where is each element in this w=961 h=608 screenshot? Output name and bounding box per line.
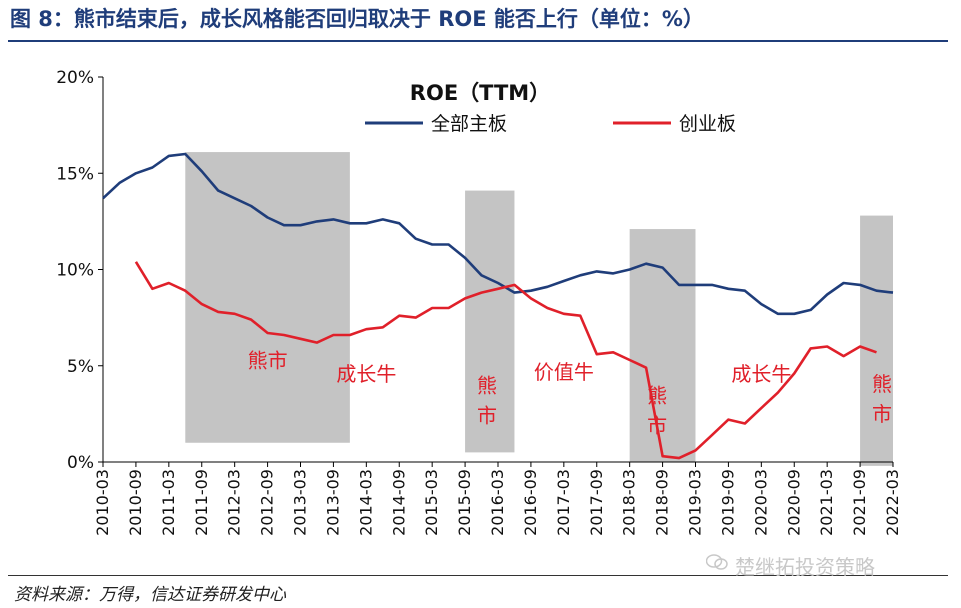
x-tick-label: 2010-09 xyxy=(126,469,145,536)
legend-label-2: 创业板 xyxy=(679,113,736,135)
series-line-1 xyxy=(102,152,894,316)
shaded-period-1 xyxy=(185,152,350,443)
y-tick-label: 15% xyxy=(56,164,94,184)
y-tick-label: 20% xyxy=(56,68,94,88)
period-label: 成长牛 xyxy=(731,362,791,386)
shaded-periods xyxy=(185,152,893,466)
shaded-period-2 xyxy=(465,190,515,453)
wechat-icon xyxy=(706,554,728,570)
figure-title: 图 8：熊市结束后，成长风格能否回归取决于 ROE 能否上行（单位：%） xyxy=(10,7,704,31)
period-label: 市 xyxy=(647,413,667,437)
x-tick-label: 2013-03 xyxy=(291,469,310,536)
x-tick-label: 2020-03 xyxy=(751,469,770,536)
shaded-period-4 xyxy=(860,215,893,466)
x-tick-label: 2019-03 xyxy=(686,469,705,536)
x-tick-label: 2014-09 xyxy=(389,469,408,536)
period-label: 市 xyxy=(872,402,892,426)
period-label: 熊 xyxy=(477,374,497,398)
x-tick-label: 2021-09 xyxy=(850,469,869,536)
axes: 0% 5% 10% 15% 20% 2010-03 2010-09 2011-03 2011-0… xyxy=(56,68,902,536)
x-tick-label: 2015-03 xyxy=(422,469,441,536)
y-tick-label: 5% xyxy=(67,357,94,377)
period-label: 熊 xyxy=(872,372,892,396)
x-tick-label: 2021-03 xyxy=(817,469,836,536)
x-tick-label: 2022-03 xyxy=(883,469,902,536)
x-tick-label: 2018-09 xyxy=(653,469,672,536)
x-tick-label: 2013-09 xyxy=(323,469,342,536)
x-tick-label: 2014-03 xyxy=(356,469,375,536)
period-label: 熊市 xyxy=(248,349,288,373)
title-divider xyxy=(8,40,948,42)
series-line-2 xyxy=(134,261,877,460)
x-tick-label: 2011-03 xyxy=(159,469,178,536)
period-label: 市 xyxy=(477,404,497,428)
x-tick-label: 2012-09 xyxy=(258,469,277,536)
chart-title: ROE（TTM） xyxy=(410,81,550,105)
period-label: 成长牛 xyxy=(336,362,396,386)
x-tick-label: 2020-09 xyxy=(784,469,803,536)
x-tick-label: 2018-03 xyxy=(620,469,639,536)
period-label: 熊 xyxy=(647,383,667,407)
x-tick-label: 2015-09 xyxy=(455,469,474,536)
y-tick-label: 0% xyxy=(67,453,94,473)
source-divider xyxy=(8,575,948,576)
x-tick-label: 2017-03 xyxy=(554,469,573,536)
y-tick-label: 10% xyxy=(56,261,94,281)
x-tick-label: 2016-03 xyxy=(488,469,507,536)
roe-line-chart: 0% 5% 10% 15% 20% 2010-03 2010-09 2011-03 2011-0… xyxy=(56,68,902,536)
watermark: 楚继拓投资策略 xyxy=(735,555,875,579)
period-label: 价值牛 xyxy=(534,360,594,384)
x-tick-label: 2012-03 xyxy=(225,469,244,536)
x-tick-label: 2019-09 xyxy=(718,469,737,536)
x-tick-label: 2017-09 xyxy=(587,469,606,536)
source-note: 资料来源：万得，信达证券研发中心 xyxy=(14,585,286,605)
legend-label-1: 全部主板 xyxy=(431,113,507,135)
x-tick-label: 2011-09 xyxy=(192,469,211,536)
x-tick-label: 2010-03 xyxy=(93,469,112,536)
series-lines xyxy=(102,152,894,460)
legend: 全部主板 创业板 xyxy=(365,113,736,135)
x-tick-label: 2016-09 xyxy=(521,469,540,536)
